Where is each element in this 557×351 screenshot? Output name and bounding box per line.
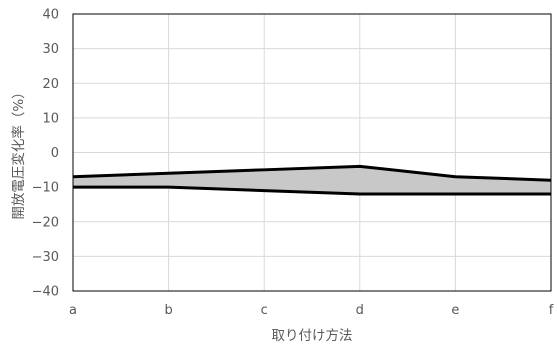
band-fill: [73, 166, 551, 195]
gridlines: [73, 14, 551, 291]
y-tick-label: −20: [32, 215, 59, 230]
x-tick-label: d: [356, 303, 364, 318]
y-tick-label: −40: [32, 285, 59, 300]
x-tick-label: b: [164, 303, 172, 318]
x-axis-title: 取り付け方法: [272, 328, 353, 344]
plot-frame: [72, 13, 552, 292]
y-axis-title: 開放電圧変化率（%）: [10, 85, 27, 219]
x-tick-label: e: [451, 303, 459, 318]
y-tick-label: 10: [42, 111, 59, 126]
y-tick-label: 20: [42, 77, 59, 92]
band-area: [73, 166, 551, 195]
series-line-1: [72, 164, 552, 182]
y-tick-label: 0: [51, 146, 59, 161]
x-tick-label: f: [549, 303, 554, 318]
y-tick-label: 30: [42, 42, 59, 57]
y-tick-label: 40: [42, 8, 59, 23]
x-tick-label: a: [69, 303, 77, 318]
y-tick-label: −30: [32, 250, 59, 265]
x-tick-labels: a b c d e f: [69, 303, 554, 318]
x-tick-label: c: [261, 303, 268, 318]
series-lines: [72, 164, 552, 196]
y-tick-labels: 40 30 20 10 0 −10 −20 −30 −40: [32, 8, 59, 300]
series-line-2: [73, 185, 551, 196]
y-tick-label: −10: [32, 181, 59, 196]
